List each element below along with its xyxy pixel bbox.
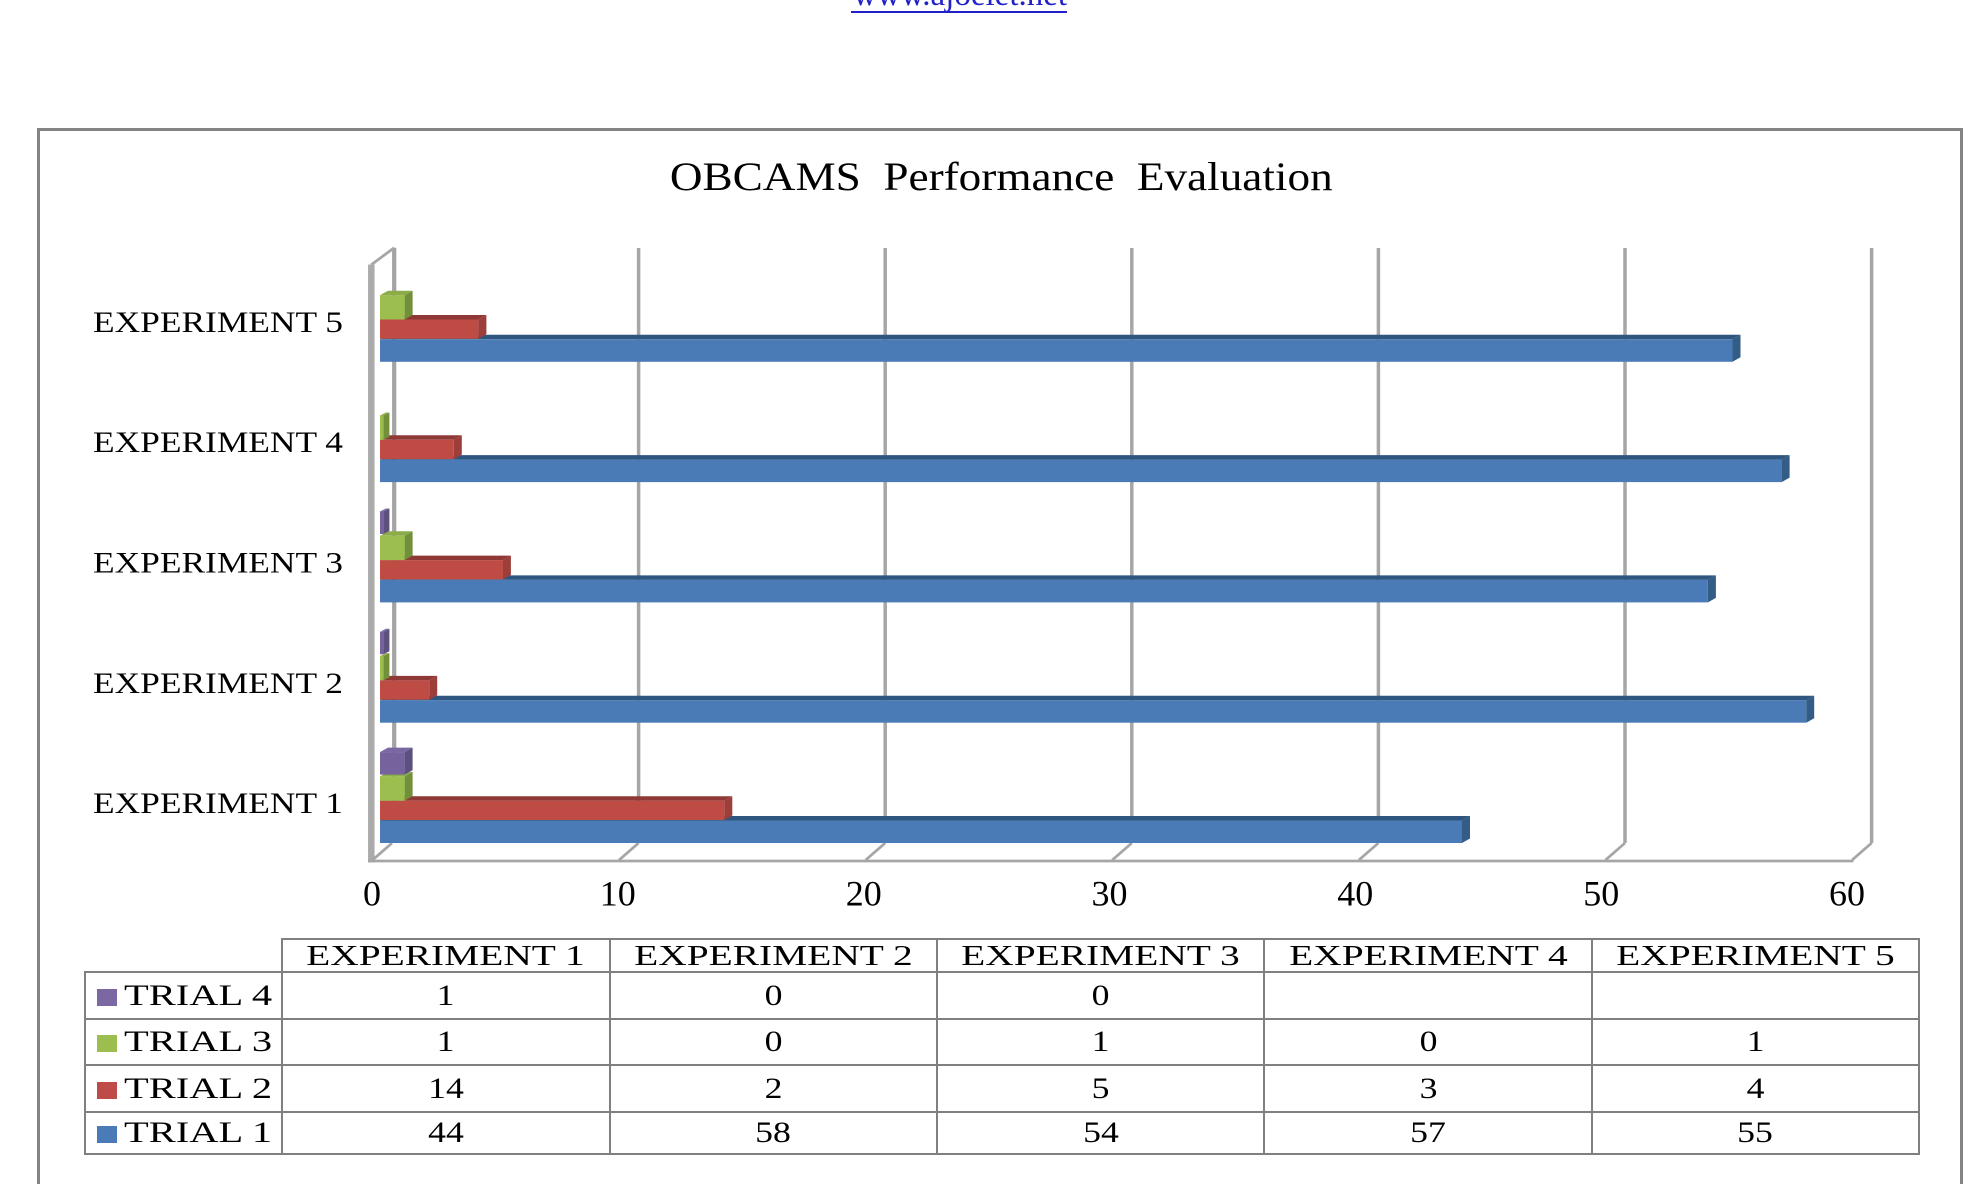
svg-text:EXPERIMENT 5: EXPERIMENT 5 xyxy=(93,306,343,339)
svg-text:40: 40 xyxy=(1337,874,1373,914)
svg-text:EXPERIMENT 1: EXPERIMENT 1 xyxy=(93,787,343,820)
svg-text:20: 20 xyxy=(846,874,882,914)
svg-text:EXPERIMENT 3: EXPERIMENT 3 xyxy=(93,547,343,580)
svg-text:10: 10 xyxy=(600,874,636,914)
svg-text:EXPERIMENT 2: EXPERIMENT 2 xyxy=(93,667,343,700)
svg-text:EXPERIMENT 4: EXPERIMENT 4 xyxy=(93,427,343,460)
svg-text:60: 60 xyxy=(1829,874,1865,914)
svg-text:0: 0 xyxy=(363,874,381,914)
svg-text:50: 50 xyxy=(1583,874,1619,914)
svg-text:30: 30 xyxy=(1092,874,1128,914)
